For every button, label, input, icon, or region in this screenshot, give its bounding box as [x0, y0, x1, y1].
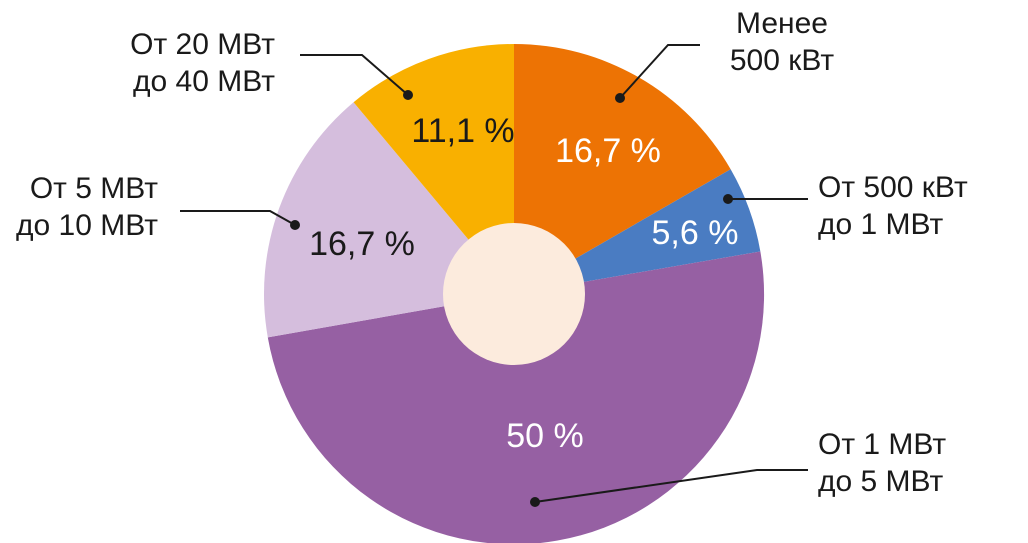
- slice-value-label: 11,1 %: [411, 112, 514, 150]
- leader-line: [180, 210, 296, 226]
- chart-value-labels: 16,7 % 5,6 % 50 % 16,7 % 11,1 %: [309, 112, 738, 455]
- slice-category-label: От 20 МВт до 40 МВт: [130, 28, 275, 98]
- leader-line: [300, 54, 409, 96]
- leader-dot: [290, 220, 300, 230]
- slice-category-label-line: От 1 МВт: [818, 428, 946, 461]
- slice-category-label: От 5 МВт до 10 МВт: [16, 172, 158, 242]
- leader-dot: [615, 93, 625, 103]
- leader-dot: [530, 497, 540, 507]
- chart-leader-lines: [180, 44, 808, 507]
- leader-line: [619, 44, 700, 99]
- slice-value-label: 16,7 %: [555, 132, 661, 170]
- donut-center: [443, 223, 585, 365]
- slice-value-label: 16,7 %: [309, 225, 415, 263]
- slice-category-label-line: От 500 кВт: [818, 171, 968, 204]
- leader-dot: [723, 194, 733, 204]
- leader-line: [534, 469, 808, 503]
- slice-category-label-line: От 5 МВт: [30, 172, 158, 205]
- slice-category-label-line: 500 кВт: [730, 44, 835, 77]
- slice-category-label: Менее 500 кВт: [730, 7, 835, 77]
- slice-category-label: От 1 МВт до 5 МВт: [818, 428, 946, 498]
- slice-category-label-line: до 10 МВт: [16, 209, 158, 242]
- leader-dot: [403, 90, 413, 100]
- slice-category-label-line: Менее: [736, 7, 828, 40]
- slice-category-label-line: до 5 МВт: [818, 465, 944, 498]
- slice-value-label: 50 %: [506, 417, 584, 455]
- slice-value-label: 5,6 %: [652, 214, 739, 252]
- slice-category-label-line: От 20 МВт: [130, 28, 275, 61]
- pie-slice: [514, 44, 731, 294]
- slice-category-label-line: до 40 МВт: [133, 65, 275, 98]
- pie-slice: [267, 251, 765, 543]
- chart-category-labels: Менее 500 кВт От 500 кВт до 1 МВт От 1 МВт до…: [16, 7, 968, 498]
- pie-slice: [353, 44, 514, 294]
- slice-category-label-line: до 1 МВт: [818, 208, 944, 241]
- slice-category-label: От 500 кВт до 1 МВт: [818, 171, 968, 241]
